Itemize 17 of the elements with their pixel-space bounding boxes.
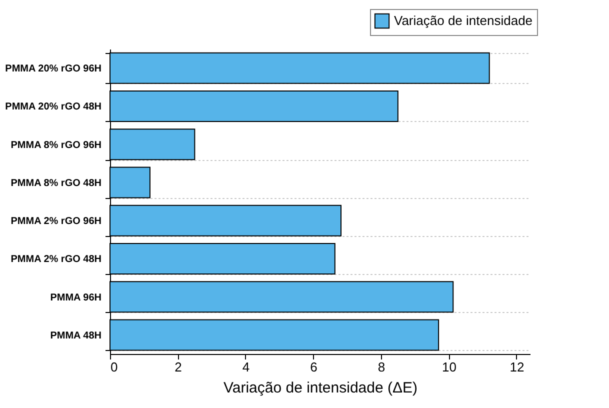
x-tick-label: 4 xyxy=(242,360,250,374)
x-axis-title: Variação de intensidade (ΔE) xyxy=(223,380,418,396)
y-tick-label: PMMA 8% rGO 48H xyxy=(10,178,102,189)
y-tick-label: PMMA 20% rGO 96H xyxy=(5,64,102,75)
x-tick-label: 2 xyxy=(174,360,182,374)
y-tick-label: PMMA 20% rGO 48H xyxy=(5,102,102,113)
y-tick-label: PMMA 2% rGO 48H xyxy=(10,254,102,266)
x-tick-label: 10 xyxy=(442,360,456,374)
x-tick-label: 0 xyxy=(110,360,118,374)
y-tick-label: PMMA 2% rGO 96H xyxy=(10,216,102,228)
x-tick-label: 12 xyxy=(510,360,524,374)
y-tick-label: PMMA 48H xyxy=(50,330,102,342)
y-tick-label: PMMA 8% rGO 96H xyxy=(10,140,102,151)
x-tick-label: 8 xyxy=(378,360,386,374)
x-tick-label: 6 xyxy=(310,360,318,374)
y-tick-label: PMMA 96H xyxy=(50,292,102,304)
legend-label: Variação de intensidade xyxy=(394,13,533,28)
